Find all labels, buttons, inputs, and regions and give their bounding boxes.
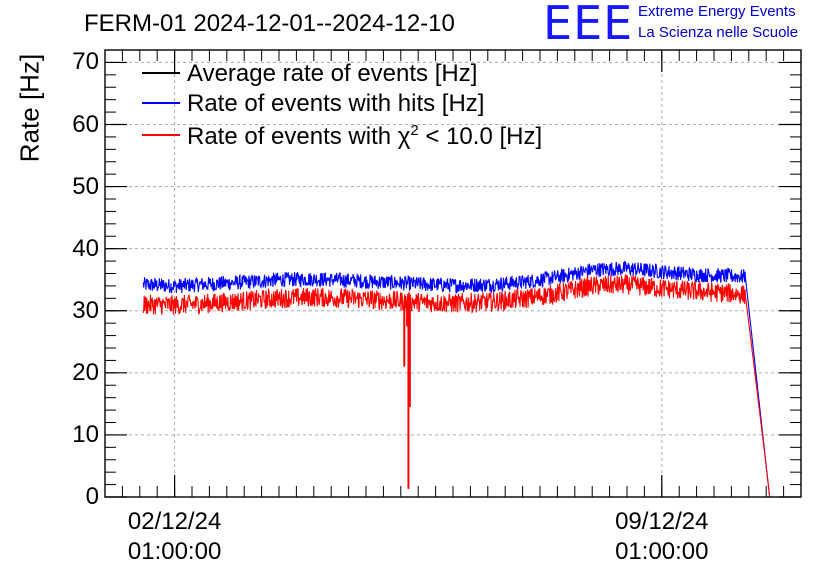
logo-caption-line2: La Scienza nelle Scuole xyxy=(638,24,799,41)
plot-frame xyxy=(104,49,802,498)
legend-entry-average: Average rate of events [Hz] xyxy=(187,60,478,87)
y-tick-label: 50 xyxy=(72,172,99,200)
grid-lines xyxy=(105,50,801,497)
y-tick-label: 30 xyxy=(72,296,99,324)
y-tick-label: 0 xyxy=(85,483,99,510)
series-chi2-line xyxy=(142,273,771,498)
eee-logo: EEE xyxy=(543,0,634,50)
y-tick-label: 40 xyxy=(72,234,99,262)
axes xyxy=(104,49,802,498)
x-tick-label: 09/12/24 01:00:00 xyxy=(582,507,742,567)
y-tick-label: 70 xyxy=(72,48,99,76)
x-tick-time: 01:00:00 xyxy=(127,538,222,565)
x-tick-label: 02/12/24 01:00:00 xyxy=(95,507,255,567)
legend-chi2-suffix: < 10.0 [Hz] xyxy=(418,123,543,150)
y-tick-label: 10 xyxy=(72,420,99,448)
x-tick-date: 02/12/24 xyxy=(127,508,222,535)
y-tick-label: 60 xyxy=(72,110,99,138)
series-hits-line xyxy=(142,260,771,498)
legend-entry-chi2: Rate of events with χ2 < 10.0 [Hz] xyxy=(187,122,542,151)
series-hits-path xyxy=(142,260,771,498)
legend-chi2-prefix: Rate of events with xyxy=(187,123,398,150)
legend-chi2-sup: 2 xyxy=(410,122,419,139)
y-tick-label: 20 xyxy=(72,358,99,386)
series-chi2-path xyxy=(142,273,771,498)
chart-title: FERM-01 2024-12-01--2024-12-10 xyxy=(84,10,455,37)
logo-caption-line1: Extreme Energy Events xyxy=(638,3,796,20)
legend-chi2-symbol: χ xyxy=(397,123,411,150)
legend-entry-hits: Rate of events with hits [Hz] xyxy=(187,90,485,117)
legend-swatches xyxy=(142,72,180,136)
x-tick-date: 09/12/24 xyxy=(615,508,709,535)
x-tick-time: 01:00:00 xyxy=(615,538,709,565)
